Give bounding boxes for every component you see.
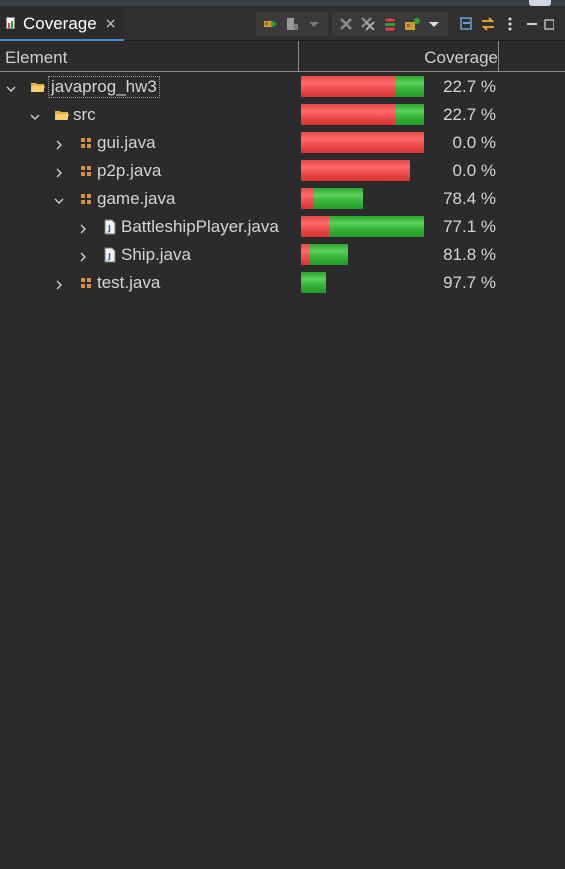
coverage-bar-missed <box>301 272 302 293</box>
link-with-editor-icon[interactable] <box>477 13 499 35</box>
tree-row-label: gui.java <box>97 133 156 152</box>
coverage-percent: 22.7 % <box>443 77 496 96</box>
chevron-right-icon[interactable] <box>53 164 65 178</box>
tree-row[interactable]: gui.java 0.0 % <box>0 129 565 157</box>
package-icon <box>78 275 94 291</box>
minimize-icon[interactable] <box>521 13 543 35</box>
view-toolbar <box>256 10 562 38</box>
dropdown-arrow-icon[interactable] <box>423 13 445 35</box>
coverage-bar-missed <box>301 160 410 181</box>
tab-coverage-label: Coverage <box>23 13 97 33</box>
coverage-percent: 0.0 % <box>452 161 496 180</box>
window-top-strip <box>0 0 565 6</box>
chevron-right-icon[interactable] <box>77 248 89 262</box>
java-file-icon: J <box>102 247 118 263</box>
tree-row[interactable]: game.java 78.4 % <box>0 185 565 213</box>
tree-row-label: Ship.java <box>121 245 191 264</box>
relaunch-icon[interactable] <box>259 13 281 35</box>
package-icon <box>78 135 94 151</box>
table-header: Element Coverage <box>0 41 565 72</box>
view-menu-icon[interactable] <box>499 13 521 35</box>
coverage-bar-missed <box>301 216 329 237</box>
coverage-bar <box>301 160 410 181</box>
toolbar-session-group <box>332 12 448 36</box>
close-icon[interactable]: × <box>104 15 117 32</box>
coverage-percent: 78.4 % <box>443 189 496 208</box>
svg-text:J: J <box>107 252 111 261</box>
coverage-percent: 81.8 % <box>443 245 496 264</box>
coverage-percent: 0.0 % <box>452 133 496 152</box>
coverage-bar-missed <box>301 244 310 265</box>
merge-sessions-icon[interactable] <box>379 13 401 35</box>
coverage-bar <box>301 188 363 209</box>
maximize-icon[interactable] <box>543 13 555 35</box>
coverage-bar-covered <box>396 76 424 97</box>
coverage-bar-missed <box>301 76 396 97</box>
coverage-bar <box>301 272 326 293</box>
chevron-right-icon[interactable] <box>77 220 89 234</box>
toolbar-launch-group <box>256 12 328 36</box>
toolbar-view-group <box>452 12 558 36</box>
coverage-bar-covered <box>329 216 424 237</box>
coverage-percent: 97.7 % <box>443 273 496 292</box>
select-session-icon[interactable] <box>401 13 423 35</box>
project-folder-icon <box>30 79 46 95</box>
tree-row-label: BattleshipPlayer.java <box>121 217 279 236</box>
chevron-right-icon[interactable] <box>53 276 65 290</box>
dump-execution-data-icon[interactable] <box>281 13 303 35</box>
coverage-percent: 22.7 % <box>443 105 496 124</box>
coverage-bar <box>301 104 424 125</box>
chevron-down-icon[interactable] <box>29 108 41 120</box>
package-icon <box>78 163 94 179</box>
coverage-bar-missed <box>301 132 424 153</box>
remove-all-sessions-icon[interactable] <box>357 13 379 35</box>
chevron-right-icon[interactable] <box>53 136 65 150</box>
coverage-view-icon <box>5 16 17 31</box>
tree-row[interactable]: p2p.java 0.0 % <box>0 157 565 185</box>
column-header-element[interactable]: Element <box>5 48 68 67</box>
dropdown-arrow-icon[interactable] <box>303 13 325 35</box>
coverage-bar <box>301 76 424 97</box>
coverage-tree: javaprog_hw3 22.7 % src 22.7 % gui.java 0.0 %… <box>0 73 565 297</box>
column-separator[interactable] <box>498 41 499 72</box>
tree-row-label: game.java <box>97 189 176 208</box>
tree-row[interactable]: J Ship.java 81.8 % <box>0 241 565 269</box>
tree-row-label: p2p.java <box>97 161 162 180</box>
coverage-bar <box>301 132 424 153</box>
coverage-bar <box>301 244 348 265</box>
tree-row[interactable]: javaprog_hw3 22.7 % <box>0 73 565 101</box>
svg-text:J: J <box>107 224 111 233</box>
remove-session-icon[interactable] <box>335 13 357 35</box>
tree-row-label: javaprog_hw3 <box>48 76 160 98</box>
tab-coverage[interactable]: Coverage × <box>0 8 124 41</box>
coverage-bar-covered <box>396 104 424 125</box>
coverage-bar-covered <box>314 188 363 209</box>
view-tabbar: Coverage × <box>0 6 565 41</box>
java-file-icon: J <box>102 219 118 235</box>
coverage-percent: 77.1 % <box>443 217 496 236</box>
tree-row[interactable]: src 22.7 % <box>0 101 565 129</box>
collapse-all-icon[interactable] <box>455 13 477 35</box>
tree-row[interactable]: J BattleshipPlayer.java 77.1 % <box>0 213 565 241</box>
tree-row-label: test.java <box>97 273 161 292</box>
chevron-down-icon[interactable] <box>5 80 17 92</box>
coverage-bar-covered <box>302 272 326 293</box>
coverage-bar-missed <box>301 104 396 125</box>
coverage-bar-covered <box>310 244 348 265</box>
chevron-down-icon[interactable] <box>53 192 65 204</box>
coverage-bar <box>301 216 424 237</box>
package-icon <box>78 191 94 207</box>
column-separator[interactable] <box>298 41 299 72</box>
coverage-bar-missed <box>301 188 314 209</box>
window-corner-control[interactable] <box>529 0 551 6</box>
column-header-coverage[interactable]: Coverage <box>424 48 498 67</box>
source-folder-icon <box>54 107 70 123</box>
tree-row-label: src <box>73 105 96 124</box>
tree-row[interactable]: test.java 97.7 % <box>0 269 565 297</box>
